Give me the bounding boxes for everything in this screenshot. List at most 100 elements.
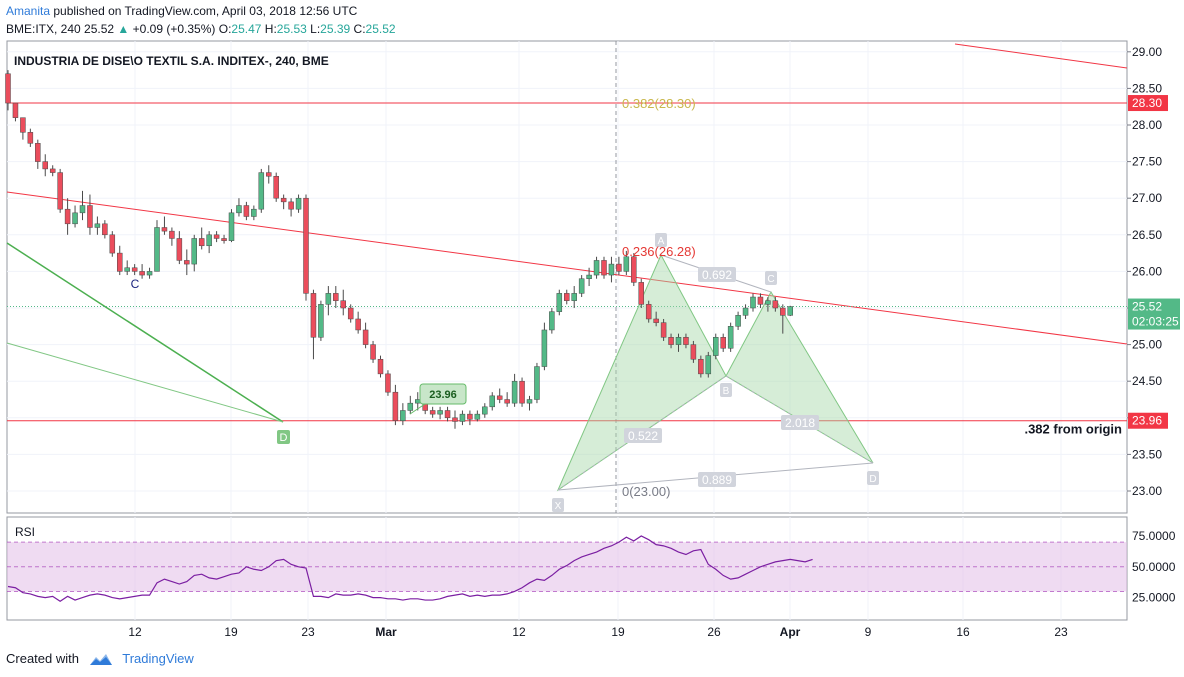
pattern-point-label: B: [723, 386, 730, 397]
rsi-pane: RSI: [7, 525, 1127, 603]
candle-body: [154, 227, 160, 272]
x-tick-label: 19: [224, 625, 238, 639]
candle-body: [370, 344, 376, 360]
tradingview-logo-icon: [89, 653, 112, 665]
candle-body: [5, 73, 11, 104]
candle-body: [586, 274, 592, 279]
pattern-point-label: A: [658, 236, 665, 247]
low-value: 25.39: [320, 22, 351, 36]
candle-body: [757, 296, 764, 305]
wave-label-d: D: [280, 432, 288, 444]
candle-body: [42, 161, 48, 170]
harmonic-pattern: X A B C D 0.522 0.692 2.018 0.889: [552, 233, 879, 512]
rsi-title: RSI: [15, 525, 35, 539]
candle-body: [623, 256, 630, 272]
rsi-line: [7, 535, 813, 603]
wave-label-c: C: [131, 277, 140, 291]
candle-body: [645, 304, 652, 320]
candle-body: [720, 337, 726, 349]
pattern-ratio-label: 2.018: [785, 416, 815, 430]
tradingview-link[interactable]: TradingView: [122, 651, 194, 666]
candle-body: [139, 271, 145, 276]
open-label: O:: [218, 22, 232, 36]
last-price-label: 25.52: [1132, 300, 1162, 314]
x-tick-label: 12: [128, 625, 142, 639]
candle-body: [549, 311, 555, 331]
last-price-badge: [1128, 298, 1180, 330]
candle-body: [57, 172, 63, 210]
candle-body: [124, 267, 130, 272]
publish-info: Amanita published on TradingView.com, Ap…: [6, 4, 357, 18]
pattern-point-badge: [552, 498, 564, 512]
price-level-badge: [1128, 412, 1168, 429]
candle-body: [735, 315, 741, 327]
close-value: 25.52: [365, 22, 396, 36]
y-tick-label: 27.00: [1132, 191, 1162, 205]
x-tick-label: 16: [956, 625, 970, 639]
candle-body: [12, 102, 19, 118]
candle-body: [102, 223, 108, 236]
candle-body: [482, 406, 488, 415]
x-tick-label: Mar: [375, 625, 397, 639]
candle-body: [258, 172, 265, 210]
candle-body: [571, 293, 577, 301]
pattern-ratio-label: 0.522: [628, 429, 658, 443]
candle-body: [347, 307, 354, 320]
quote-line: BME:ITX, 240 25.52 ▲ +0.09 (+0.35%) O:25…: [6, 22, 396, 36]
candle-body: [310, 293, 317, 338]
candle-body: [772, 300, 779, 309]
pattern-point-label: C: [767, 274, 774, 285]
footer: Created with TradingView: [6, 651, 194, 667]
candle-body: [742, 307, 749, 316]
green-trendline: [6, 342, 284, 423]
candle-body: [452, 417, 458, 422]
candle-body: [601, 260, 607, 276]
trendline: [6, 191, 1128, 345]
pattern-ratio-badge: [698, 267, 736, 282]
y-tick-label: 23.50: [1132, 447, 1162, 461]
x-tick-label: Apr: [780, 625, 801, 639]
candle-body: [511, 380, 518, 404]
candle-body: [407, 402, 414, 411]
candle-body: [496, 395, 503, 400]
candle-body: [504, 399, 510, 404]
rsi-tick-label: 75.0000: [1132, 529, 1176, 543]
candle-body: [474, 413, 481, 420]
up-triangle-icon: ▲: [117, 22, 130, 36]
candle-body: [206, 234, 212, 247]
candle-body: [750, 296, 756, 309]
candle-body: [355, 318, 361, 331]
pattern-point-label: X: [555, 501, 562, 512]
level-note: .382 from origin: [1024, 422, 1122, 437]
candle-body: [64, 208, 71, 225]
y-tick-label: 25.00: [1132, 338, 1162, 352]
candle-body: [27, 132, 34, 144]
y-tick-label: 24.50: [1132, 374, 1162, 388]
candle-body: [273, 175, 279, 199]
candle-body: [698, 358, 704, 375]
candle-body: [459, 413, 466, 422]
author-link[interactable]: Amanita: [6, 4, 51, 18]
candle-body: [713, 337, 719, 356]
candle-body: [616, 263, 622, 272]
y-tick-label: 23.00: [1132, 484, 1162, 498]
y-tick-label: 28.50: [1132, 81, 1162, 95]
pattern-ratio-badge: [781, 415, 819, 430]
x-tick-label: 9: [865, 625, 872, 639]
pattern-point-badge: [720, 383, 732, 397]
y-tick-label: 27.50: [1132, 155, 1162, 169]
candle-body: [400, 410, 406, 421]
candle-body: [243, 205, 250, 217]
y-tick-label: 26.00: [1132, 264, 1162, 278]
high-value: 25.53: [276, 22, 307, 36]
candle-body: [578, 278, 585, 294]
candle-body: [608, 263, 615, 276]
price-pane-frame: [6, 40, 1128, 514]
grid: [6, 40, 1128, 621]
candle-body: [444, 410, 451, 419]
pattern-xb: [557, 375, 727, 491]
candle-body: [295, 197, 302, 210]
candle-body: [467, 413, 473, 420]
y-tick-label: 26.50: [1132, 228, 1162, 242]
